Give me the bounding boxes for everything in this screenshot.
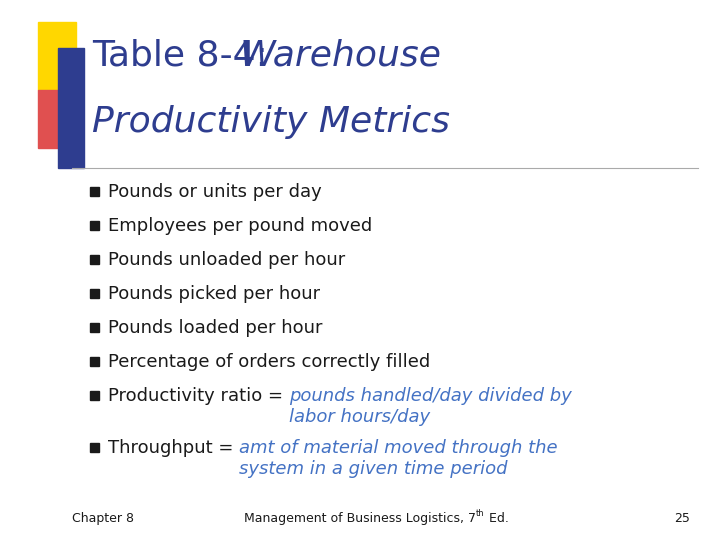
Text: Percentage of orders correctly filled: Percentage of orders correctly filled bbox=[108, 353, 431, 371]
Text: Chapter 8: Chapter 8 bbox=[72, 512, 134, 525]
Text: th: th bbox=[476, 509, 485, 518]
Bar bbox=[90, 323, 99, 332]
Text: Pounds unloaded per hour: Pounds unloaded per hour bbox=[108, 251, 346, 269]
Text: Pounds picked per hour: Pounds picked per hour bbox=[108, 285, 320, 303]
Bar bbox=[90, 187, 99, 196]
Text: 25: 25 bbox=[674, 512, 690, 525]
Bar bbox=[90, 391, 99, 400]
Text: pounds handled/day divided by
labor hours/day: pounds handled/day divided by labor hour… bbox=[289, 387, 572, 426]
Bar bbox=[90, 255, 99, 264]
Text: Warehouse: Warehouse bbox=[240, 38, 442, 72]
Text: Table 8-4:: Table 8-4: bbox=[92, 38, 279, 72]
Text: Productivity ratio =: Productivity ratio = bbox=[108, 387, 289, 405]
Text: Pounds loaded per hour: Pounds loaded per hour bbox=[108, 319, 323, 337]
Text: Pounds or units per day: Pounds or units per day bbox=[108, 183, 322, 201]
Bar bbox=[58, 48, 84, 168]
Bar bbox=[90, 357, 99, 366]
Text: Management of Business Logistics, 7: Management of Business Logistics, 7 bbox=[244, 512, 476, 525]
Bar bbox=[38, 22, 76, 90]
Bar bbox=[90, 289, 99, 298]
Bar bbox=[90, 221, 99, 230]
Text: amt of material moved through the
system in a given time period: amt of material moved through the system… bbox=[239, 439, 558, 478]
Bar bbox=[90, 443, 99, 452]
Text: Ed.: Ed. bbox=[485, 512, 509, 525]
Text: Productivity Metrics: Productivity Metrics bbox=[92, 105, 450, 139]
Text: Employees per pound moved: Employees per pound moved bbox=[108, 217, 372, 235]
Text: Throughput =: Throughput = bbox=[108, 439, 239, 457]
Bar bbox=[38, 90, 66, 148]
